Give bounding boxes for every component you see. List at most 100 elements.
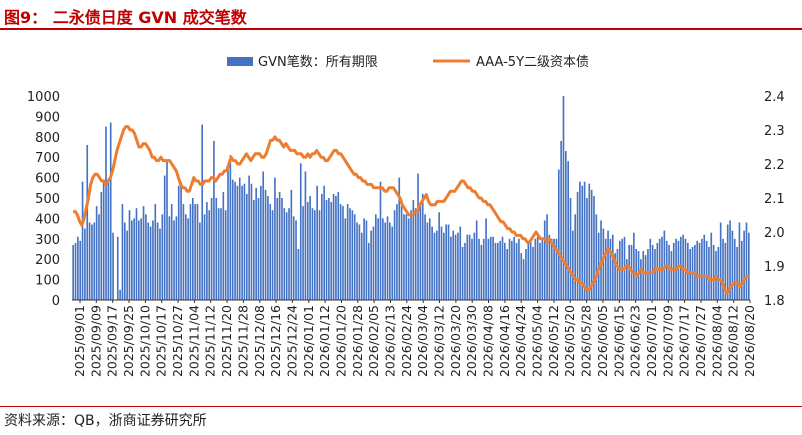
x-tick-label: 2026/04/24 [513,305,528,377]
bar-mark [321,193,323,300]
bar-mark [733,238,736,300]
x-tick-label: 2026/01/28 [350,305,365,377]
bar-mark [109,122,112,301]
bar-mark [379,181,382,300]
bar-mark [701,238,703,300]
legend-line-label: AAA-5Y二级资本债 [476,55,589,70]
bar-mark [213,140,215,300]
bar-mark [81,181,84,300]
bar-mark [614,253,616,300]
bar-mark [724,242,727,300]
x-tick-label: 2025/09/17 [105,305,120,377]
x-tick-label: 2025/10/10 [137,305,152,377]
bar-mark [281,198,283,300]
bar-mark [541,238,544,300]
x-tick-label: 2025/12/16 [268,305,283,377]
bar-mark [102,181,105,300]
x-tick-label: 2026/03/30 [464,305,479,377]
bar-mark [604,238,607,300]
x-tick-label: 2025/12/08 [252,305,267,377]
bar-mark [557,169,560,300]
title-divider [0,28,802,30]
bar-mark [147,222,150,300]
bar-mark [229,155,232,300]
bar-mark [616,249,619,300]
bar-mark [344,218,347,300]
bar-mark [543,220,546,300]
right-y-axis: 1.8 1.9 2.0 2.1 2.2 2.3 2.4 [764,90,785,309]
bar-mark [696,240,699,300]
y-left-tick-label: 400 [35,212,60,227]
bar-mark [175,216,178,300]
bar-mark [478,238,480,300]
bar-mark [189,204,192,300]
bar-mark [443,232,445,300]
bar-mark [513,236,516,300]
bar-mark [581,185,584,300]
bar-mark [705,240,708,300]
bar-mark [337,191,340,300]
bar-mark [590,189,593,300]
bar-mark [358,224,361,300]
bar-mark [201,124,204,300]
bar-mark [583,181,586,300]
bar-mark [100,191,103,300]
bar-mark [611,234,614,300]
legend-bar-swatch [227,57,253,66]
line-mark [73,125,749,295]
bar-mark [224,210,227,300]
bar-mark [210,198,213,300]
left-y-axis: 0 100 200 300 400 500 600 700 800 900 1000 [27,90,60,309]
bar-mark [222,191,225,300]
bar-mark [297,249,300,300]
bar-mark [740,240,743,300]
bar-mark [236,185,239,300]
bar-mark [426,222,429,300]
bar-mark [579,181,581,300]
bar-mark [126,230,128,300]
x-tick-label: 2026/07/01 [644,305,659,377]
bar-mark [382,218,384,300]
bar-mark [112,232,114,300]
bar-mark [95,206,98,300]
bar-mark [466,234,469,300]
bar-mark [560,140,562,300]
bar-mark [518,238,520,300]
bar-mark [269,204,272,300]
bar-mark [431,226,433,300]
bar-mark [299,163,302,300]
bar-mark [98,214,100,300]
y-left-tick-label: 200 [35,253,60,268]
bar-mark [708,246,710,300]
bar-mark [121,204,124,300]
bar-mark [522,259,525,300]
bar-mark [77,236,79,300]
bar-mark [656,242,659,300]
bar-mark [116,236,119,300]
bar-mark [494,242,497,300]
bar-mark [748,232,750,300]
x-tick-label: 2026/04/16 [497,305,512,377]
bar-mark [135,208,138,300]
bar-mark [166,161,168,300]
figure-title: 图9： 二永债日度 GVN 成交笔数 [4,8,247,27]
bar-mark [565,151,567,300]
bar-mark [276,198,279,300]
footer-divider [0,406,802,407]
bar-mark [534,238,537,300]
bar-mark [367,242,370,300]
bar-mark [199,222,201,300]
legend-bar-label: GVN笔数：所有期限 [258,54,378,70]
y-right-tick-label: 2.1 [764,192,785,207]
bar-mark [602,228,605,300]
y-left-tick-label: 100 [35,274,60,289]
bar-mark [555,238,558,300]
bar-mark [743,230,745,300]
bar-mark [192,198,194,300]
bar-mark [105,126,107,300]
bar-mark [588,183,591,300]
bar-mark [346,204,349,300]
bar-mark [489,236,492,300]
bar-mark [654,249,656,300]
y-right-tick-label: 2.0 [764,226,785,241]
